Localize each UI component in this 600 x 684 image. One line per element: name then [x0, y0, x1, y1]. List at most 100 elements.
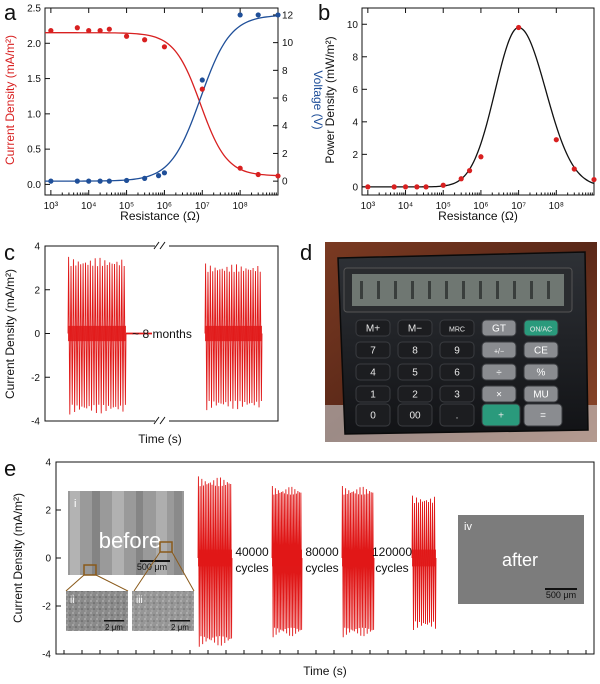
inset-zoom-b-tag: iii: [136, 595, 143, 606]
display-segment: [530, 281, 533, 299]
current-point: [123, 33, 130, 39]
marks-a: [44, 12, 281, 184]
calculator-key-cap: [481, 363, 517, 381]
calculator-key-label: 4: [370, 368, 376, 379]
display-segment: [462, 281, 465, 299]
display-segment: [479, 281, 482, 299]
calculator-key: ×: [481, 385, 517, 403]
cycle-labels-e: 40000 cycles 80000 cycles 120000 cycles: [235, 545, 412, 575]
panel-a: a 10³ 10⁴ 10⁵ 10⁶ 10⁷ 10⁸ 0.0 0.5 1.0 1.5 2.0 2.5 0 2…: [3, 0, 325, 223]
calculator-key: =: [523, 403, 563, 427]
current-point: [275, 173, 281, 179]
cycle-count-label: 120000: [372, 545, 412, 559]
y2-tick-label: 8: [282, 66, 288, 77]
calculator-key-label: .: [456, 411, 459, 422]
y-tick-label: 2: [45, 506, 51, 517]
calculator-key: 9: [439, 341, 475, 359]
current-point: [161, 44, 168, 50]
power-point: [553, 137, 559, 143]
cycle-unit-label: cycles: [235, 561, 268, 575]
voltage-point: [275, 12, 281, 18]
calculator-key-cap: [481, 341, 517, 359]
calculator-key-label: 3: [454, 390, 460, 401]
inset-before-scalebar: [140, 560, 170, 562]
y-axis-label-c: Current Density (mA/m²): [3, 269, 17, 399]
burst-noise-band: [68, 325, 126, 342]
calculator-key-cap: [523, 403, 563, 427]
y-tick-label: 4: [352, 117, 358, 128]
current-point: [255, 171, 261, 178]
zoom-box-right: [159, 541, 173, 553]
display-segment: [513, 281, 516, 299]
calculator-key: M−: [397, 319, 433, 337]
calculator-key-label: M−: [408, 324, 422, 335]
x-tick-label: 10³: [44, 201, 59, 212]
x-tick-label: 10⁷: [195, 201, 210, 212]
panel-d: d M+ M− MRC GT ON/AC7 8 9 +/− CE4 5 6 ÷ %1 2 3 × MU0 00. +…: [300, 240, 597, 442]
calculator-key-label: ON/AC: [530, 327, 552, 334]
calculator-key: +/−: [481, 341, 517, 359]
calculator-key-cap: [355, 319, 391, 337]
y-tick-label: 8: [352, 52, 358, 63]
power-point: [440, 182, 446, 188]
y2-tick-label: 12: [282, 10, 294, 21]
y2-tick-label: 2: [282, 149, 288, 160]
annotation-8-months: ~ 8 months: [132, 327, 192, 341]
panel-letter-a: a: [4, 0, 17, 25]
display-segment: [360, 281, 363, 299]
x-tick-label: 10⁴: [398, 201, 413, 212]
y-tick-label: 2: [352, 150, 358, 161]
calculator-keypad: M+ M− MRC GT ON/AC7 8 9 +/− CE4 5 6 ÷ %1 2 3 × MU0 00. + =: [355, 319, 563, 427]
axes-a: 10³ 10⁴ 10⁵ 10⁶ 10⁷ 10⁸ 0.0 0.5 1.0 1.5 2.0 2.5 0 2 4 6…: [27, 4, 293, 213]
calculator-key-cap: [523, 363, 559, 381]
calculator-key: %: [523, 363, 559, 381]
zoom-box-left: [83, 564, 97, 576]
y-tick-label: 0.0: [27, 180, 41, 191]
calculator-key: 2: [397, 385, 433, 403]
voltage-point: [86, 178, 92, 184]
calculator-key-label: ×: [496, 390, 502, 401]
calculator-key: 7: [355, 341, 391, 359]
calculator-key-label: 6: [454, 368, 460, 379]
plot-frame-b: [361, 7, 595, 196]
current-point: [237, 165, 243, 171]
x-tick-label: 10⁸: [232, 201, 247, 212]
x-tick-label: 10⁴: [81, 201, 96, 212]
y-tick-label: 4: [45, 458, 51, 469]
y-tick-label: 0: [45, 554, 51, 565]
axis-break-top: [153, 241, 166, 250]
panel-letter-e: e: [4, 456, 16, 481]
current-point: [142, 37, 148, 43]
calculator-key-label: 1: [370, 390, 376, 401]
calculator-key-label: +/−: [494, 349, 504, 356]
y-tick-label: 0: [352, 182, 358, 193]
y-tick-label: 1.0: [27, 109, 41, 120]
calculator-key: 00: [397, 403, 433, 427]
y-tick-label: 10: [347, 20, 359, 31]
y-tick-label: 2: [34, 285, 40, 296]
inset-zoom-a-scalebar: [104, 620, 124, 622]
voltage-point: [74, 178, 80, 184]
inset-before-tag: i: [74, 498, 76, 510]
marks-e: [197, 476, 437, 647]
y-tick-label: 4: [34, 242, 40, 253]
voltage-fit-curve: [44, 15, 279, 182]
current-point: [48, 27, 54, 34]
inset-after-scale: 500 μm: [546, 590, 576, 600]
inset-zoom-b-scalebar: [170, 620, 190, 622]
burst-noise-band: [198, 549, 232, 567]
calculator-key: 5: [397, 363, 433, 381]
cycle-unit-label: cycles: [375, 561, 408, 575]
power-point: [571, 166, 577, 172]
y-axis-label-e: Current Density (mA/m²): [11, 493, 25, 623]
calculator-key-label: 7: [370, 346, 376, 357]
axes-e: -4 -2 0 2 4: [42, 458, 587, 661]
inset-zoom-a-tag: ii: [70, 595, 74, 606]
voltage-point: [123, 177, 130, 184]
y-tick-label: 0: [34, 329, 40, 340]
calculator-key: 3: [439, 385, 475, 403]
calculator-key-label: %: [537, 368, 546, 379]
current-point: [74, 25, 80, 31]
y-tick-label: 2.5: [27, 4, 41, 15]
panel-c: c -4 -2 0 2 4 ~ 8 months Time (s) Current De…: [3, 240, 279, 446]
